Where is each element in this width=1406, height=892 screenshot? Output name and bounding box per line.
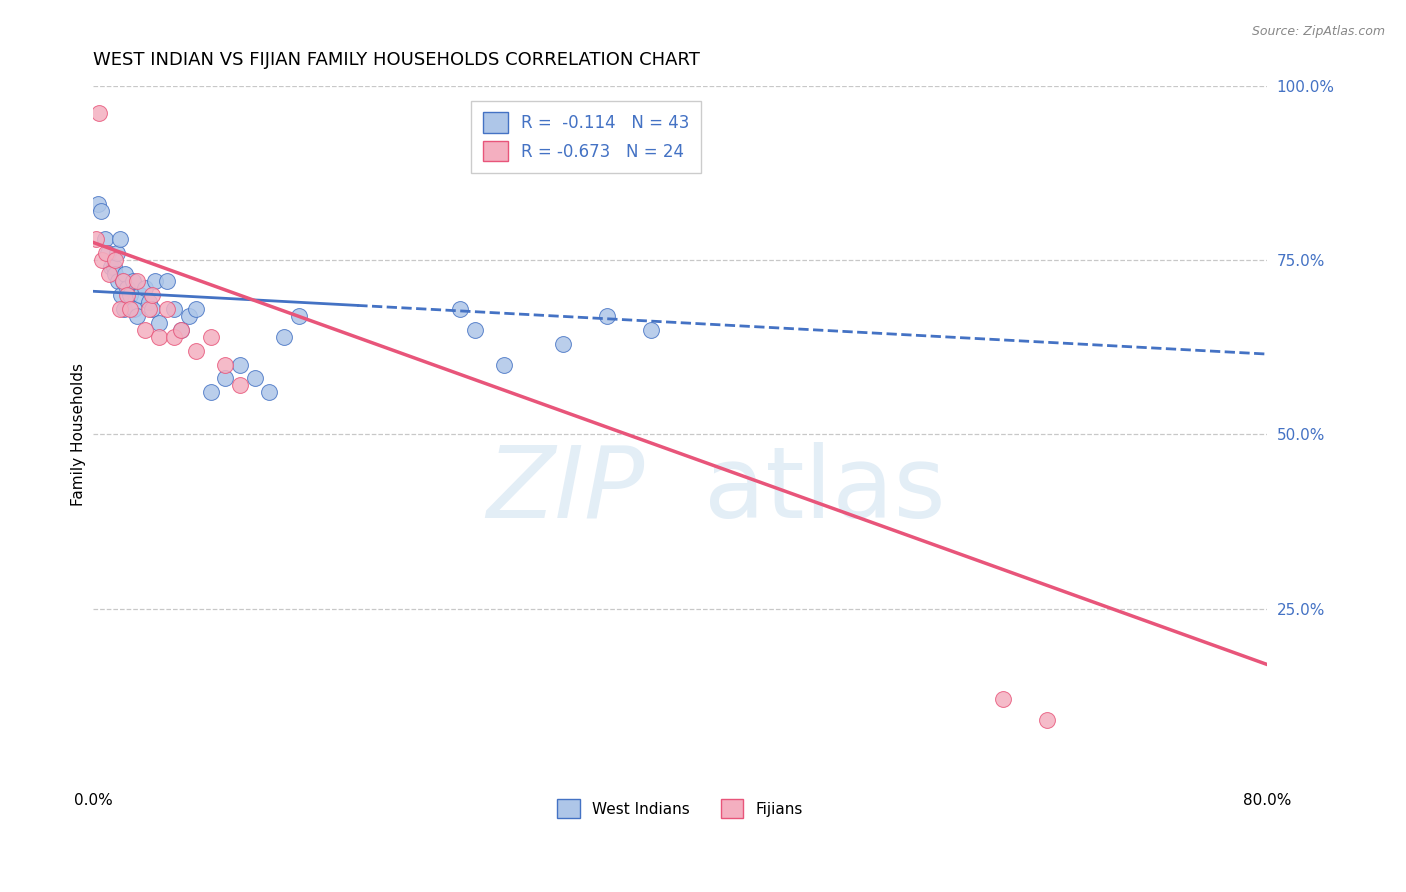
Point bbox=[259, 385, 281, 400]
Point bbox=[129, 287, 152, 301]
Point bbox=[184, 301, 207, 316]
Point bbox=[155, 301, 177, 316]
Point bbox=[200, 385, 222, 400]
Point bbox=[1036, 713, 1059, 727]
Point bbox=[200, 329, 222, 343]
Point bbox=[112, 301, 135, 316]
Point bbox=[91, 252, 114, 267]
Point bbox=[214, 358, 236, 372]
Point bbox=[148, 316, 170, 330]
Point bbox=[148, 329, 170, 343]
Point bbox=[134, 323, 156, 337]
Point bbox=[170, 323, 193, 337]
Point bbox=[184, 343, 207, 358]
Point bbox=[86, 197, 108, 211]
Text: atlas: atlas bbox=[703, 442, 945, 539]
Point bbox=[243, 371, 266, 385]
Point bbox=[105, 246, 128, 260]
Point bbox=[87, 106, 110, 120]
Text: WEST INDIAN VS FIJIAN FAMILY HOUSEHOLDS CORRELATION CHART: WEST INDIAN VS FIJIAN FAMILY HOUSEHOLDS … bbox=[93, 51, 700, 69]
Point bbox=[115, 281, 138, 295]
Point bbox=[98, 267, 121, 281]
Point bbox=[138, 294, 160, 309]
Point bbox=[214, 371, 236, 385]
Text: ZIP: ZIP bbox=[486, 442, 645, 539]
Legend: West Indians, Fijians: West Indians, Fijians bbox=[551, 793, 810, 824]
Point bbox=[141, 301, 163, 316]
Point bbox=[84, 232, 107, 246]
Point bbox=[115, 287, 138, 301]
Point bbox=[143, 274, 166, 288]
Point bbox=[114, 267, 136, 281]
Point bbox=[103, 260, 125, 274]
Point bbox=[141, 287, 163, 301]
Point bbox=[104, 267, 127, 281]
Point bbox=[134, 281, 156, 295]
Point bbox=[449, 301, 471, 316]
Point bbox=[96, 246, 118, 260]
Point bbox=[107, 274, 129, 288]
Point bbox=[121, 274, 143, 288]
Point bbox=[155, 274, 177, 288]
Point bbox=[94, 232, 117, 246]
Point bbox=[163, 329, 186, 343]
Point bbox=[111, 274, 134, 288]
Point bbox=[492, 358, 515, 372]
Point bbox=[118, 287, 141, 301]
Point bbox=[229, 378, 252, 392]
Point bbox=[551, 336, 574, 351]
Point bbox=[177, 309, 200, 323]
Text: Source: ZipAtlas.com: Source: ZipAtlas.com bbox=[1251, 25, 1385, 38]
Point bbox=[287, 309, 309, 323]
Point bbox=[138, 301, 160, 316]
Point bbox=[163, 301, 186, 316]
Point bbox=[596, 309, 619, 323]
Point bbox=[229, 358, 252, 372]
Point bbox=[991, 692, 1014, 706]
Point bbox=[170, 323, 193, 337]
Point bbox=[108, 232, 131, 246]
Point bbox=[273, 329, 295, 343]
Point bbox=[118, 301, 141, 316]
Point bbox=[97, 246, 120, 260]
Point bbox=[127, 309, 149, 323]
Y-axis label: Family Households: Family Households bbox=[72, 363, 86, 506]
Point bbox=[100, 260, 122, 274]
Point bbox=[640, 323, 662, 337]
Point bbox=[127, 274, 149, 288]
Point bbox=[122, 301, 145, 316]
Point bbox=[111, 274, 134, 288]
Point bbox=[108, 301, 131, 316]
Point bbox=[89, 204, 111, 219]
Point bbox=[110, 287, 132, 301]
Point bbox=[464, 323, 486, 337]
Point bbox=[104, 252, 127, 267]
